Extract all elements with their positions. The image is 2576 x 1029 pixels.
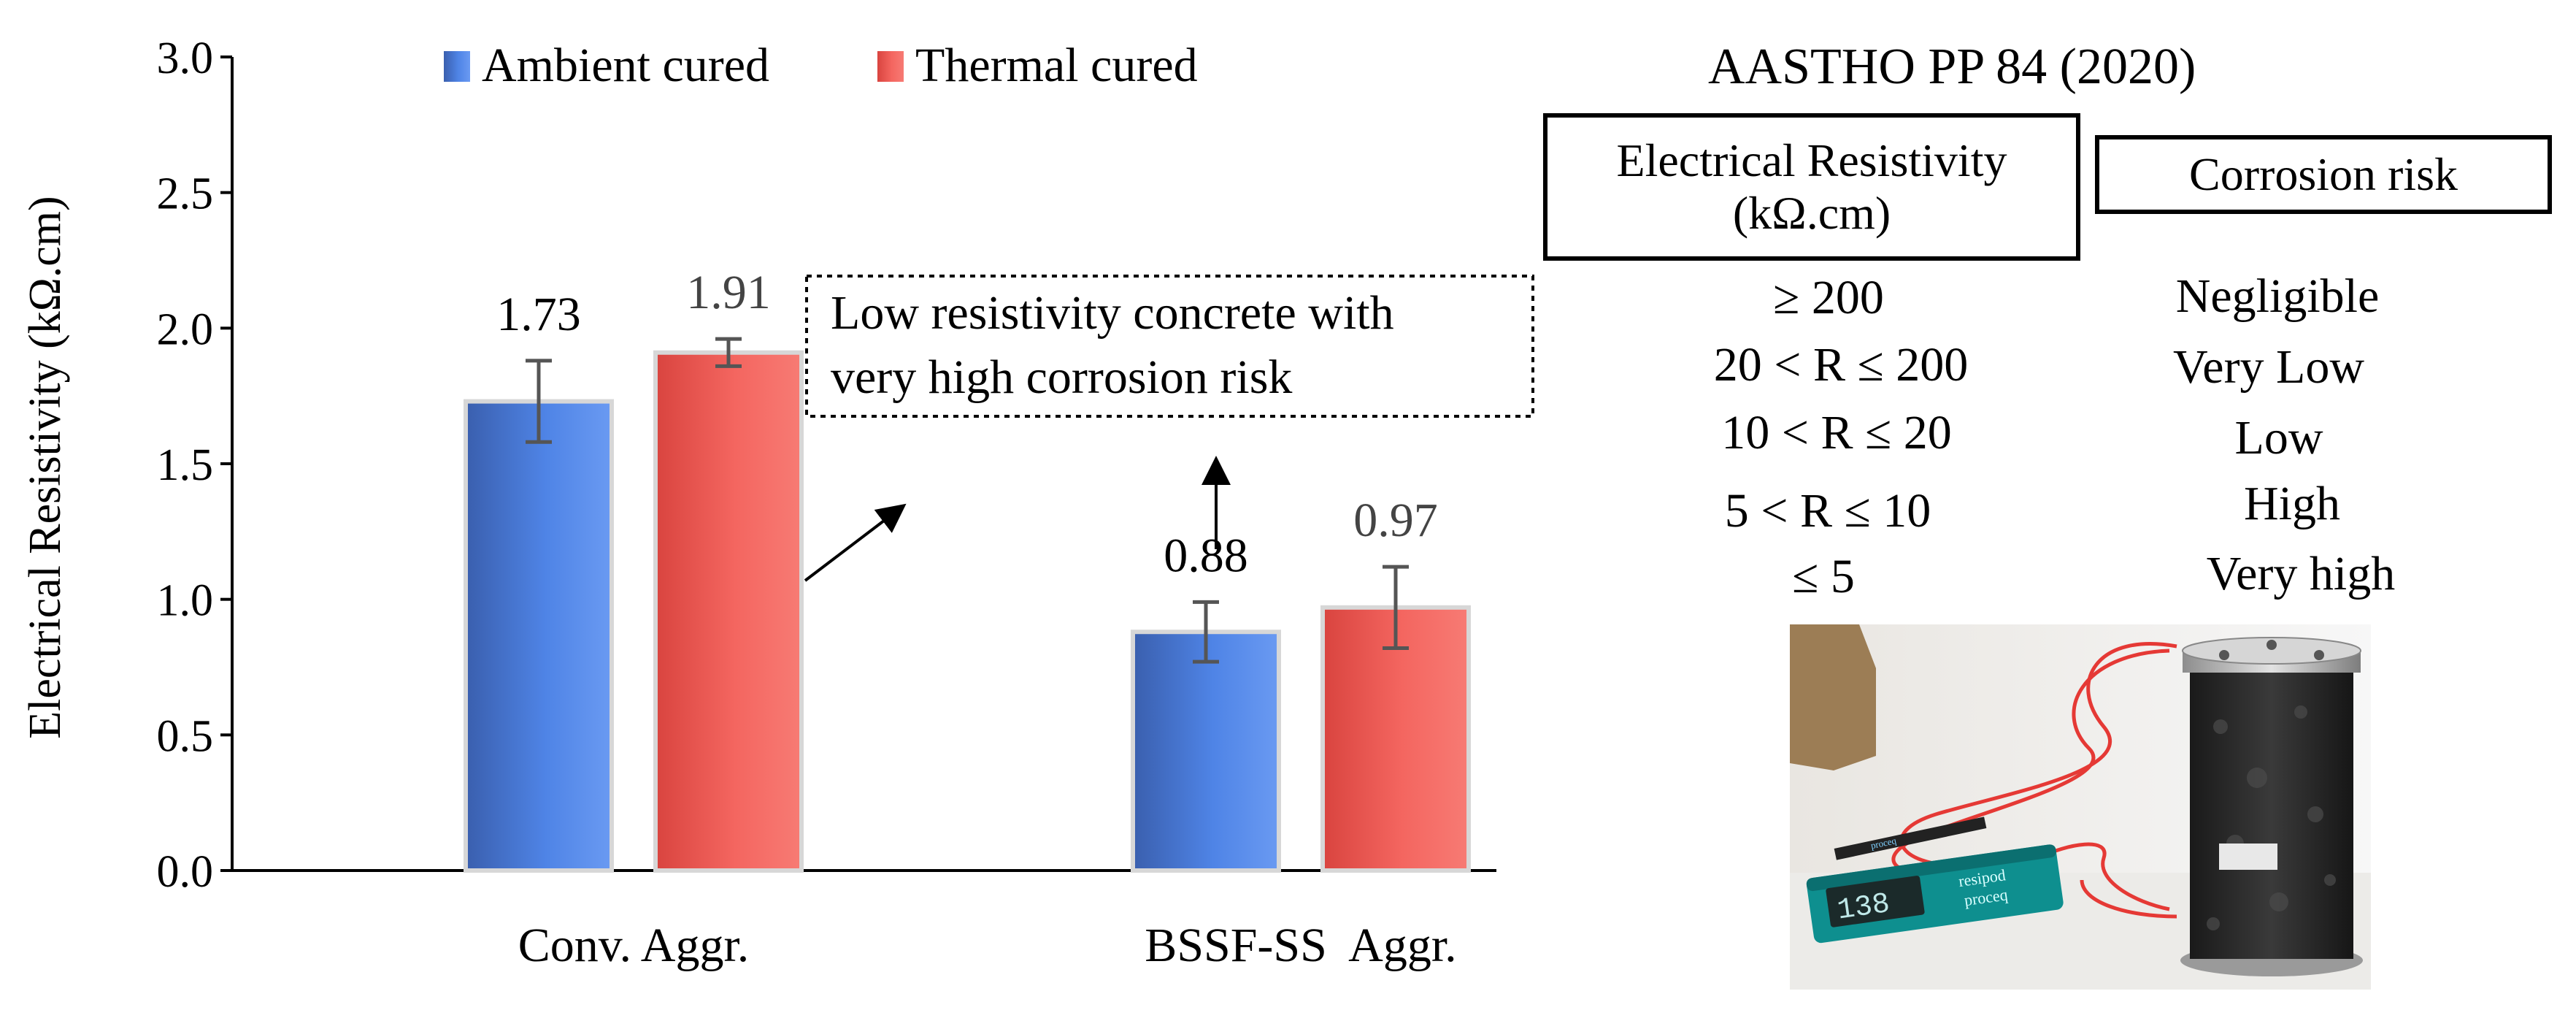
legend-swatch-ambient: [444, 51, 470, 82]
header-corrosion-risk: Corrosion risk: [2095, 135, 2552, 214]
y-tick-label: 0.5: [157, 711, 214, 761]
annotation-line-2: very high corrosion risk: [831, 351, 1292, 404]
photo-illustration: proceq 138 resipod proceq: [1790, 624, 2371, 990]
arrow-to-annotation: [804, 503, 907, 582]
y-tick-label: 3.0: [157, 34, 214, 83]
background-jar: [1790, 624, 1876, 770]
data-label: 0.88: [1164, 529, 1248, 582]
bar-ambient-0: [464, 399, 614, 873]
concrete-cylinder: [2190, 668, 2353, 959]
strap-text: proceq: [1869, 835, 1897, 851]
cylinder-texture: [2207, 705, 2336, 930]
risk-cell: Very high: [2206, 547, 2396, 600]
y-ticks: 0.0 0.5 1.0 1.5 2.0 2.5 3.0: [157, 34, 232, 897]
y-tick-label: 1.0: [157, 576, 214, 626]
range-cell: ≤ 5: [1792, 550, 1855, 603]
resistivity-test-photo: proceq 138 resipod proceq: [1790, 624, 2371, 990]
annotation-line-1: Low resistivity concrete with: [831, 286, 1394, 340]
bar-thermal-1: [1320, 605, 1471, 873]
legend-label-thermal: Thermal cured: [915, 39, 1198, 92]
legend: Ambient cured Thermal cured: [444, 39, 1198, 92]
risk-cell: Very Low: [2172, 340, 2365, 394]
x-category-label: BSSF-SS Aggr.: [1145, 919, 1456, 972]
x-category-label: Conv. Aggr.: [518, 919, 750, 972]
annotation-box: Low resistivity concrete with very high …: [805, 275, 1534, 418]
data-label: 1.91: [686, 266, 771, 319]
data-label: 1.73: [496, 288, 581, 341]
range-cell: 5 < R ≤ 10: [1724, 484, 1931, 538]
y-tick-label: 0.0: [157, 847, 214, 897]
bar-ambient-1: [1131, 630, 1281, 873]
risk-cell: High: [2244, 477, 2340, 530]
header-resistivity-line-2: (kΩ.cm): [1732, 187, 1891, 239]
legend-label-ambient: Ambient cured: [482, 39, 769, 92]
risk-cell: Low: [2234, 411, 2323, 464]
annotation-border: [805, 275, 1534, 418]
device-screen: [1826, 876, 1925, 927]
resipod-device: 138 resipod proceq: [1806, 844, 2064, 944]
device-strap: [1834, 816, 1987, 860]
y-tick-label: 1.5: [157, 440, 214, 490]
y-tick-label: 2.0: [157, 305, 214, 354]
x-category-labels: Conv. Aggr. BSSF-SS Aggr.: [518, 919, 1457, 972]
bars: 1.73 1.91 0.88 0.97: [464, 266, 1471, 873]
data-label: 0.97: [1353, 494, 1438, 547]
header-resistivity-line-1: Electrical Resistivity: [1616, 134, 2007, 187]
standard-title: AASTHO PP 84 (2020): [1708, 39, 2196, 95]
legend-swatch-thermal: [877, 51, 904, 82]
y-axis-label: Electrical Resistivity (kΩ.cm): [20, 196, 70, 738]
header-resistivity: Electrical Resistivity (kΩ.cm): [1543, 113, 2080, 261]
range-cell: ≥ 200: [1773, 271, 1884, 324]
y-tick-label: 2.5: [157, 169, 214, 219]
cylinder-label: [2219, 844, 2277, 870]
risk-cell: Negligible: [2175, 269, 2380, 323]
device-display-digits: 138: [1835, 888, 1892, 928]
range-cell: 10 < R ≤ 20: [1721, 406, 1952, 459]
range-cell: 20 < R ≤ 200: [1713, 338, 1969, 391]
bar-thermal-0: [653, 350, 804, 873]
